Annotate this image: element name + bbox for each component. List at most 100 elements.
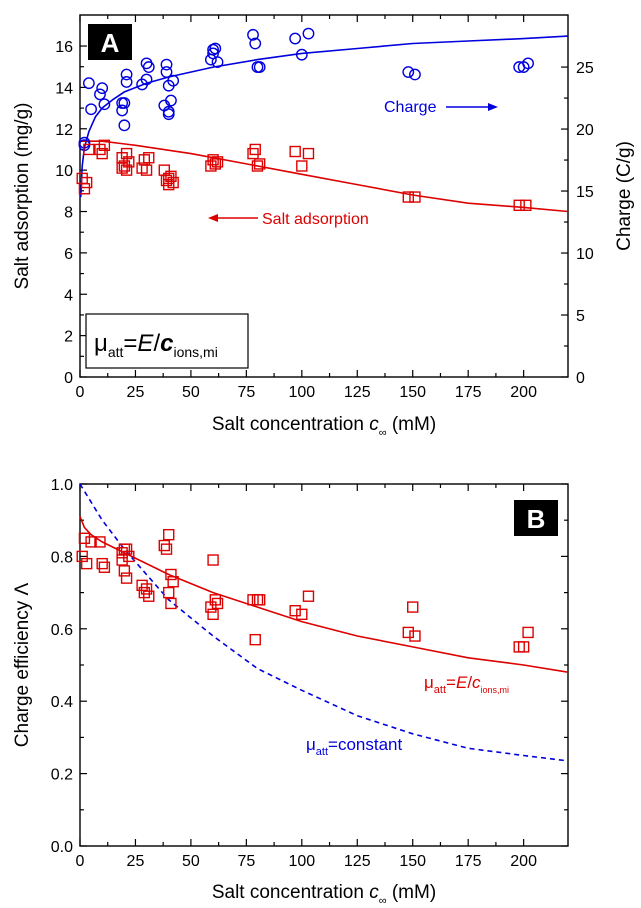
fit-line: [79, 483, 569, 762]
model-legend-text: μatt=E/cions,mi: [94, 330, 218, 360]
salt-adsorption-data-point: [302, 147, 315, 160]
fit-line: [79, 35, 569, 198]
charge-data-point: [289, 32, 302, 45]
charge-efficiency-data-point: [207, 608, 219, 621]
charge-data-point: [522, 57, 534, 70]
charge-efficiency-data-point: [118, 565, 131, 577]
panel-b-y-axis-title: Charge efficiency Λ: [12, 582, 33, 747]
panel-a-fit-lines: [79, 35, 569, 213]
charge-efficiency-data-point: [402, 626, 414, 639]
charge-efficiency-data-point: [249, 633, 261, 646]
salt-adsorption-data-point: [140, 164, 153, 176]
panel-a-y2-axis-title: Charge (C/g): [614, 141, 635, 251]
salt-adsorption-data-point: [96, 147, 108, 160]
panel-a-y-tick-label: 2: [64, 329, 73, 346]
charge-data-point: [96, 82, 109, 95]
salt-adsorption-data-point: [296, 160, 308, 172]
charge-efficiency-data-point: [120, 543, 133, 555]
panel-b-y-tick-label: 0.6: [51, 622, 73, 639]
panel-b-y-tick-label: 1.0: [51, 477, 73, 494]
salt-adsorption-data-point: [165, 170, 177, 183]
panel-a-label-box: [88, 24, 132, 60]
panel-a-x-tick-label: 50: [182, 384, 200, 401]
salt-adsorption-data-point: [289, 145, 301, 158]
charge-efficiency-data-point: [211, 597, 224, 610]
panel-a-data-points: [76, 27, 534, 212]
fit-line: [80, 140, 569, 213]
charge-efficiency-data-point: [143, 590, 155, 602]
charge-data-point: [204, 53, 217, 66]
panel-b-y-tick-label: 0.0: [51, 839, 73, 856]
panel-b-x-tick-label: 175: [455, 853, 482, 870]
salt-adsorption-data-point: [120, 147, 133, 160]
panel-b-x-axis-title: Salt concentration c∞ (mM): [212, 882, 436, 907]
model-legend-box: [85, 313, 249, 369]
panel-b-y-tick-label: 0.2: [51, 767, 73, 784]
charge-efficiency-data-point: [517, 641, 530, 653]
salt-adsorption-data-point: [249, 143, 261, 156]
charge-data-point: [167, 74, 180, 87]
charge-data-point: [98, 98, 111, 111]
charge-efficiency-data-point: [253, 594, 266, 606]
salt-adsorption-data-point: [402, 191, 414, 203]
salt-adsorption-data-point: [251, 160, 264, 172]
panel-b-y-tick-label: 0.8: [51, 549, 73, 566]
salt-adsorption-data-point: [253, 158, 266, 170]
charge-efficiency-data-point: [78, 532, 91, 544]
panel-b-x-tick-label: 200: [510, 853, 537, 870]
charge-data-point: [140, 73, 153, 86]
panel-b-data-points: [76, 528, 534, 653]
charge-data-point: [120, 68, 133, 81]
panel-a-x-tick-label: 25: [127, 384, 145, 401]
panel-a-y-tick-label: 14: [55, 80, 73, 97]
charge-efficiency-data-point: [98, 561, 111, 573]
panel-a-x-tick-label: 75: [237, 384, 255, 401]
panel-b-y-tick-label: 0.4: [51, 694, 73, 711]
charge-data-point: [247, 28, 259, 41]
salt-adsorption-data-point: [98, 139, 111, 152]
charge-efficiency-data-point: [158, 539, 170, 552]
panel-a-y-tick-label: 16: [55, 39, 73, 56]
salt-adsorption-data-point: [120, 164, 133, 176]
salt-adsorption-data-point: [83, 143, 95, 156]
panel-b-x-tick-label: 150: [399, 853, 426, 870]
charge-arrow: [446, 103, 498, 111]
panel-b-x-tick-label: 100: [288, 853, 315, 870]
charge-data-point: [116, 104, 129, 117]
panel-a-y2-tick-label: 0: [576, 370, 585, 387]
charge-efficiency-data-point: [160, 543, 173, 555]
charge-data-point: [409, 68, 421, 81]
salt-adsorption-annotation: Salt adsorption: [262, 211, 369, 228]
charge-data-point: [402, 66, 415, 78]
charge-efficiency-data-point: [167, 576, 179, 588]
salt-adsorption-data-point: [513, 199, 525, 212]
panel-a-y-tick-label: 0: [64, 370, 73, 387]
charge-efficiency-data-point: [209, 594, 222, 606]
panel-b-chart: 0 25 50 75 100 125 150 175 200 0.0 0.2 0.4 0.6 0.8 1.…: [12, 477, 569, 907]
panel-a-y-axis-title: Salt adsorption (mg/g): [12, 103, 33, 290]
charge-efficiency-data-point: [94, 536, 106, 548]
charge-data-point: [160, 66, 173, 78]
charge-efficiency-data-point: [140, 583, 153, 595]
charge-data-point: [162, 108, 175, 121]
panel-a-y2-ticks: 0 5 10 15 20 25: [561, 60, 594, 387]
charge-data-point: [295, 48, 308, 61]
panel-a-x-axis-title: Salt concentration c∞ (mM): [212, 414, 436, 439]
panel-a-y-tick-label: 6: [64, 246, 73, 263]
charge-efficiency-data-point: [80, 557, 93, 570]
charge-efficiency-data-point: [123, 550, 135, 563]
charge-efficiency-data-point: [302, 590, 315, 602]
salt-adsorption-data-point: [409, 191, 421, 203]
panel-a-x-tick-label: 0: [76, 384, 85, 401]
panel-a-y2-tick-label: 5: [576, 308, 585, 325]
panel-b-y-ticks: 0.0 0.2 0.4 0.6 0.8 1.0: [51, 477, 568, 856]
panel-b-x-tick-label: 125: [344, 853, 371, 870]
charge-data-point: [82, 77, 95, 90]
charge-efficiency-data-point: [407, 601, 419, 613]
charge-data-point: [209, 42, 222, 55]
salt-adsorption-data-point: [247, 147, 259, 160]
panel-b-fit-lines: [79, 483, 569, 762]
charge-efficiency-data-point: [165, 597, 177, 610]
panel-b-plot-frame: [79, 483, 569, 847]
charge-data-point: [142, 61, 155, 73]
